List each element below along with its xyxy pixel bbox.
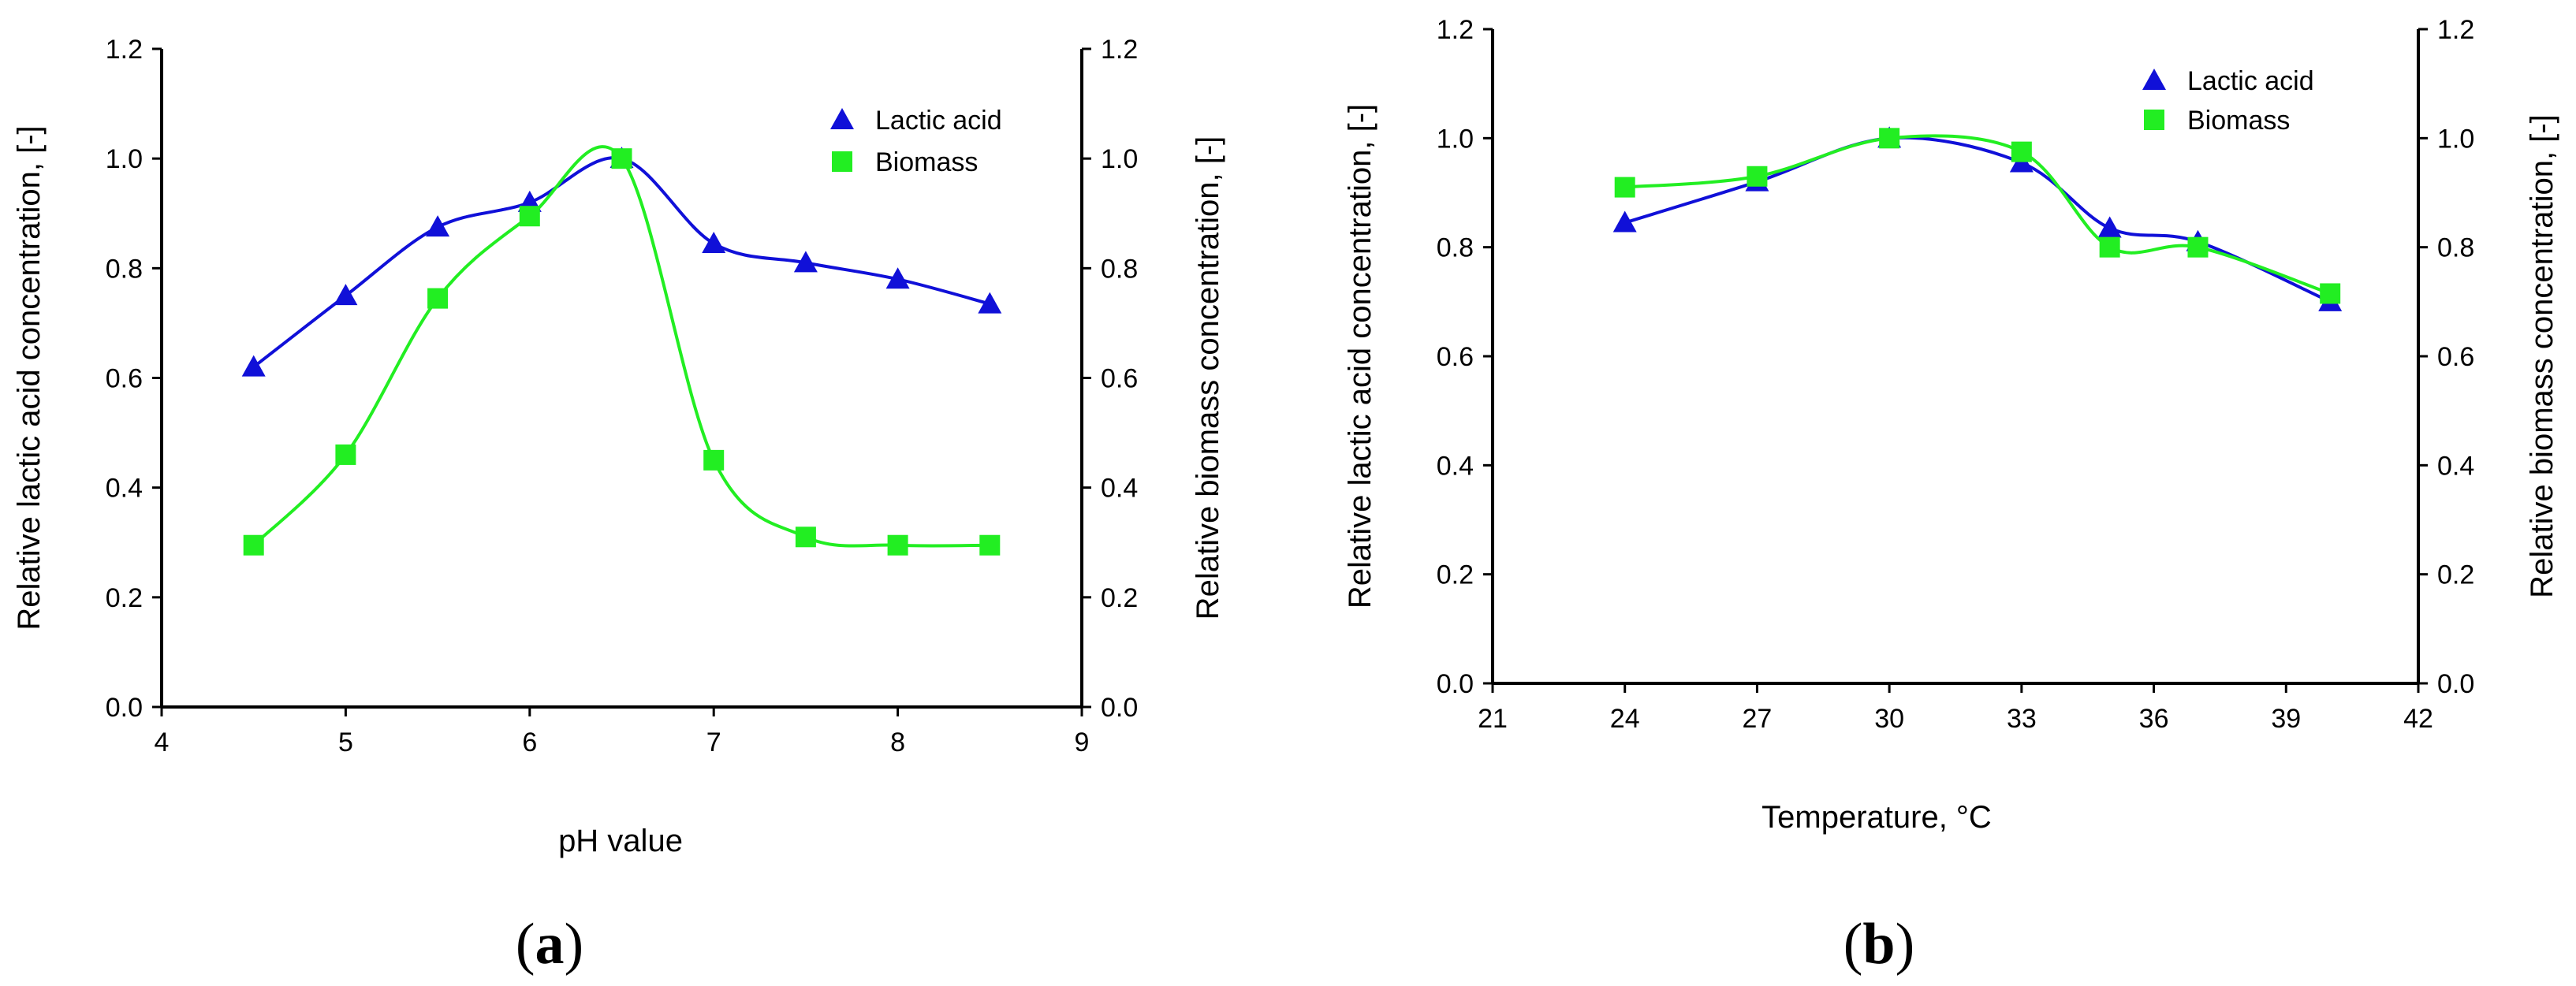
panel-b-right-y-tick-label: 1.0: [2437, 124, 2474, 154]
panel-a-left-y-tick-label: 0.2: [106, 583, 143, 613]
panel-b-x-tick-label: 39: [2271, 704, 2301, 734]
panel-a-biomass-point: [887, 534, 908, 556]
panel-b-x-axis-title: Temperature, °C: [1761, 800, 1992, 835]
panel-a-right-y-tick-label: 0.2: [1101, 583, 1138, 613]
panel-b-x-tick-label: 42: [2403, 704, 2433, 734]
panel-a-lactic-acid-point: [885, 267, 910, 289]
panel-b-right-y-tick-label: 0.2: [2437, 560, 2474, 590]
panel-a-right-y-tick-label: 0.4: [1101, 474, 1138, 504]
panel-b-x-tick-label: 33: [2007, 704, 2037, 734]
panel-b-left-y-tick-label: 0.0: [1437, 669, 1474, 699]
panel-a-label-close-paren: ): [565, 912, 584, 977]
panel-b-label-open-paren: (: [1843, 912, 1863, 977]
panel-a-x-tick-label: 8: [890, 727, 905, 757]
panel-a-legend-biomass-marker: [832, 151, 852, 172]
panel-a-left-y-tick-label: 1.0: [106, 144, 143, 174]
panel-b-biomass-point: [2011, 141, 2032, 162]
panel-a-x-tick-label: 9: [1075, 727, 1090, 757]
panel-a-right-y-tick-label: 1.2: [1101, 35, 1138, 65]
panel-a-lactic-acid-point: [334, 284, 358, 306]
panel-b-left-y-tick-label: 1.2: [1437, 15, 1474, 45]
panel-a-lactic-acid-point: [978, 292, 1002, 314]
panel-a-x-axis-title: pH value: [558, 824, 683, 858]
panel-b-right-y-tick-label: 0.6: [2437, 342, 2474, 372]
panel-a-right-y-axis-title: Relative biomass concentration, [-]: [1191, 136, 1225, 620]
panel-b-legend-biomass-marker: [2144, 110, 2164, 130]
panel-a-left-y-tick-label: 0.8: [106, 254, 143, 284]
panel-b-left-y-tick-label: 0.8: [1437, 233, 1474, 263]
panel-b-label-letter: b: [1862, 912, 1895, 977]
panel-b-legend-biomass-label: Biomass: [2187, 106, 2290, 136]
panel-a-x-tick-label: 4: [155, 727, 170, 757]
panel-b-left-y-tick-label: 1.0: [1437, 124, 1474, 154]
panel-b-right-y-tick-label: 0.8: [2437, 233, 2474, 263]
panel-a-left-y-tick-label: 0.6: [106, 364, 143, 394]
panel-a-label-letter: a: [535, 912, 565, 977]
panel-a-label: (a): [516, 912, 583, 977]
panel-b-biomass-point: [2187, 236, 2209, 258]
panel-b-chart: 21 24 27 30 33 36 39 420.0 0.00.2 0.20.4 0.40.6 0.6…: [1343, 15, 2559, 977]
panel-a-right-y-tick-label: 0.0: [1101, 693, 1138, 723]
panel-a-x-tick-label: 7: [706, 727, 721, 757]
panel-b-x-tick-label: 36: [2139, 704, 2169, 734]
panel-b-lactic-acid-point: [2097, 216, 2122, 238]
panel-a-x-tick-label: 5: [338, 727, 353, 757]
panel-b-left-y-tick-label: 0.2: [1437, 560, 1474, 590]
panel-a-lactic-acid-line: [252, 156, 990, 369]
panel-b-left-y-tick-label: 0.6: [1437, 342, 1474, 372]
panel-a-biomass-point: [795, 526, 816, 548]
panel-a-biomass-point: [335, 444, 356, 465]
panel-b-label-close-paren: ): [1896, 912, 1915, 977]
panel-b-right-y-tick-label: 0.0: [2437, 669, 2474, 699]
panel-a-label-open-paren: (: [516, 912, 535, 977]
panel-b-right-y-axis-title: Relative biomass concentration, [-]: [2525, 114, 2559, 598]
panel-b-x-tick-label: 21: [1478, 704, 1508, 734]
panel-a-right-y-tick-label: 0.6: [1101, 364, 1138, 394]
panel-a-biomass-point: [611, 148, 632, 169]
panel-b-biomass-point: [1747, 166, 1768, 187]
panel-b-right-y-tick-label: 1.2: [2437, 15, 2474, 45]
panel-a-left-y-tick-label: 0.4: [106, 474, 143, 504]
panel-a-biomass-point: [519, 206, 540, 227]
panel-a-biomass-point: [427, 288, 449, 309]
panel-b-x-tick-label: 27: [1743, 704, 1773, 734]
panel-b-biomass-point: [2320, 283, 2341, 304]
panel-a-left-y-tick-label: 1.2: [106, 35, 143, 65]
panel-a-legend-lactic-acid-label: Lactic acid: [875, 106, 1002, 136]
panel-b-biomass-line: [1624, 134, 2331, 296]
panel-a-lactic-acid-point: [702, 232, 726, 254]
panel-b-right-y-tick-label: 0.4: [2437, 451, 2474, 481]
panel-a-legend-lactic-acid-marker: [830, 108, 854, 129]
panel-a-right-y-tick-label: 0.8: [1101, 254, 1138, 284]
panel-b-legend-lactic-acid-label: Lactic acid: [2187, 66, 2314, 96]
panel-b-biomass-point: [2099, 236, 2120, 258]
panel-a-biomass-point: [979, 534, 1001, 556]
panel-a-lactic-acid-point: [426, 215, 450, 237]
panel-b-legend: Lactic acid Biomass: [2142, 66, 2314, 136]
panel-a-biomass-line: [252, 145, 990, 548]
panel-b-x-tick-label: 24: [1610, 704, 1640, 734]
panel-b-legend-lactic-acid-marker: [2142, 69, 2166, 90]
panel-a-biomass-point: [243, 534, 264, 556]
panel-b-left-y-axis-title: Relative lactic acid concentration, [-]: [1343, 104, 1377, 608]
panel-a-chart: 4 5 6 7 8 9 0.0 0.0 0.2 0.2 0.4 0.4 0.6 0.6 0.8 0.8 1.0 1…: [12, 35, 1225, 977]
panel-a-biomass-point: [703, 449, 725, 471]
panel-a-x-tick-label: 6: [522, 727, 537, 757]
panel-a-legend-biomass-label: Biomass: [875, 147, 978, 177]
panel-b-left-y-tick-label: 0.4: [1437, 451, 1474, 481]
panel-a-left-y-tick-label: 0.0: [106, 693, 143, 723]
panel-a-right-y-tick-label: 1.0: [1101, 144, 1138, 174]
panel-b-biomass-point: [1614, 177, 1635, 198]
panel-b-label: (b): [1843, 912, 1914, 977]
panel-b-x-tick-label: 30: [1874, 704, 1904, 734]
panel-a-lactic-acid-point: [793, 251, 818, 273]
panel-b-lactic-acid-point: [1612, 210, 1637, 233]
panel-a-legend: Lactic acid Biomass: [830, 106, 1002, 177]
panel-b-biomass-point: [1879, 128, 1900, 149]
panel-a-left-y-axis-title: Relative lactic acid concentration, [-]: [12, 125, 47, 630]
panel-b-lactic-acid-line: [1624, 136, 2332, 303]
panel-a-lactic-acid-point: [241, 355, 266, 377]
